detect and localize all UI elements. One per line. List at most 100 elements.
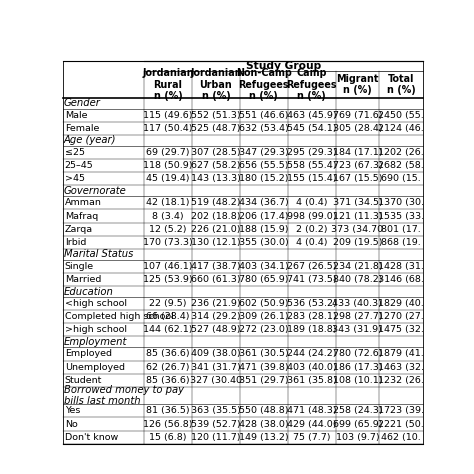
Text: 403 (34.1): 403 (34.1) — [239, 262, 289, 271]
Text: 62 (26.7): 62 (26.7) — [146, 363, 190, 372]
Text: 184 (17.1): 184 (17.1) — [333, 148, 382, 157]
Text: 433 (40.3): 433 (40.3) — [332, 299, 383, 308]
Text: 189 (18.8): 189 (18.8) — [287, 325, 337, 334]
Text: 226 (21.0): 226 (21.0) — [191, 225, 241, 234]
Text: Age (year): Age (year) — [64, 136, 117, 146]
Text: 471 (48.3): 471 (48.3) — [287, 406, 337, 415]
Text: 283 (28.1): 283 (28.1) — [287, 312, 337, 321]
Text: 998 (99.0): 998 (99.0) — [287, 211, 337, 220]
Text: Male: Male — [65, 111, 87, 120]
Text: Completed high school: Completed high school — [65, 312, 173, 321]
Text: 1723 (39.: 1723 (39. — [378, 406, 424, 415]
Text: 75 (7.7): 75 (7.7) — [293, 433, 330, 442]
Text: 1829 (40.: 1829 (40. — [378, 299, 424, 308]
Text: 108 (10.1): 108 (10.1) — [333, 376, 382, 385]
Text: 1202 (26.: 1202 (26. — [378, 148, 424, 157]
Text: Married: Married — [65, 275, 101, 284]
Text: 347 (29.3): 347 (29.3) — [239, 148, 289, 157]
Text: 699 (65.9): 699 (65.9) — [333, 419, 382, 428]
Text: 371 (34.5): 371 (34.5) — [332, 199, 382, 207]
Text: Zarqa: Zarqa — [65, 225, 93, 234]
Text: 723 (67.3): 723 (67.3) — [332, 161, 382, 170]
Text: 428 (38.0): 428 (38.0) — [239, 419, 289, 428]
Text: 660 (61.3): 660 (61.3) — [191, 275, 241, 284]
Text: 471 (39.8): 471 (39.8) — [239, 363, 289, 372]
Text: Total
n (%): Total n (%) — [387, 74, 415, 95]
Text: 143 (13.3): 143 (13.3) — [191, 174, 241, 183]
Text: 1428 (31.: 1428 (31. — [378, 262, 424, 271]
Text: 81 (36.5): 81 (36.5) — [146, 406, 190, 415]
Text: 363 (35.5): 363 (35.5) — [191, 406, 241, 415]
Text: 125 (53.9): 125 (53.9) — [143, 275, 193, 284]
Text: 314 (29.2): 314 (29.2) — [191, 312, 241, 321]
Text: 552 (51.3): 552 (51.3) — [191, 111, 241, 120]
Text: 167 (15.5): 167 (15.5) — [333, 174, 382, 183]
Text: 267 (26.5): 267 (26.5) — [287, 262, 337, 271]
Text: 527 (48.9): 527 (48.9) — [191, 325, 241, 334]
Text: 632 (53.4): 632 (53.4) — [239, 124, 289, 133]
Text: 12 (5.2): 12 (5.2) — [149, 225, 187, 234]
Text: 525 (48.7): 525 (48.7) — [191, 124, 241, 133]
Text: 309 (26.1): 309 (26.1) — [239, 312, 289, 321]
Text: <high school: <high school — [65, 299, 127, 308]
Text: 868 (19.: 868 (19. — [381, 238, 421, 247]
Text: 551 (46.6): 551 (46.6) — [239, 111, 289, 120]
Text: 417 (38.7): 417 (38.7) — [191, 262, 241, 271]
Text: 180 (15.2): 180 (15.2) — [239, 174, 289, 183]
Text: 840 (78.2): 840 (78.2) — [333, 275, 382, 284]
Text: 8 (3.4): 8 (3.4) — [152, 211, 184, 220]
Text: 272 (23.0): 272 (23.0) — [239, 325, 289, 334]
Text: 343 (31.9): 343 (31.9) — [332, 325, 383, 334]
Text: 361 (35.8): 361 (35.8) — [287, 376, 337, 385]
Text: 85 (36.6): 85 (36.6) — [146, 349, 190, 358]
Text: Jordanian
Urban
n (%): Jordanian Urban n (%) — [190, 68, 242, 101]
Text: 206 (17.4): 206 (17.4) — [239, 211, 289, 220]
Text: Employment: Employment — [64, 337, 128, 347]
Text: 627 (58.2): 627 (58.2) — [191, 161, 241, 170]
Text: 144 (62.1): 144 (62.1) — [143, 325, 193, 334]
Text: 121 (11.3): 121 (11.3) — [333, 211, 382, 220]
Text: 801 (17.: 801 (17. — [381, 225, 421, 234]
Text: Education: Education — [64, 287, 114, 297]
Text: 1370 (30.: 1370 (30. — [378, 199, 424, 207]
Text: 780 (72.6): 780 (72.6) — [333, 349, 382, 358]
Text: 305 (28.4): 305 (28.4) — [333, 124, 382, 133]
Text: 307 (28.5): 307 (28.5) — [191, 148, 241, 157]
Text: 403 (40.0): 403 (40.0) — [287, 363, 337, 372]
Text: 155 (15.4): 155 (15.4) — [287, 174, 337, 183]
Text: 409 (38.0): 409 (38.0) — [191, 349, 241, 358]
Text: Amman: Amman — [65, 199, 101, 207]
Text: 602 (50.9): 602 (50.9) — [239, 299, 289, 308]
Text: Borrowed money to pay
bills last month: Borrowed money to pay bills last month — [64, 385, 184, 406]
Text: 295 (29.3): 295 (29.3) — [287, 148, 337, 157]
Text: 462 (10.: 462 (10. — [381, 433, 421, 442]
Text: 118 (50.9): 118 (50.9) — [143, 161, 193, 170]
Text: 209 (19.5): 209 (19.5) — [333, 238, 382, 247]
Text: 341 (31.7): 341 (31.7) — [191, 363, 241, 372]
Text: Employed: Employed — [65, 349, 112, 358]
Text: >45: >45 — [65, 174, 85, 183]
Text: 22 (9.5): 22 (9.5) — [149, 299, 187, 308]
Text: 351 (29.7): 351 (29.7) — [239, 376, 289, 385]
Text: 298 (27.7): 298 (27.7) — [333, 312, 382, 321]
Text: 15 (6.8): 15 (6.8) — [149, 433, 187, 442]
Text: 202 (18.8): 202 (18.8) — [191, 211, 241, 220]
Text: Gender: Gender — [64, 98, 101, 108]
Text: Camp
Refugees
n (%): Camp Refugees n (%) — [286, 68, 337, 101]
Text: 244 (24.2): 244 (24.2) — [287, 349, 337, 358]
Text: 1232 (26.: 1232 (26. — [378, 376, 424, 385]
Text: 69 (29.7): 69 (29.7) — [146, 148, 190, 157]
Text: 769 (71.6): 769 (71.6) — [333, 111, 382, 120]
Text: Single: Single — [65, 262, 94, 271]
Text: 558 (55.4): 558 (55.4) — [287, 161, 337, 170]
Text: Yes: Yes — [65, 406, 80, 415]
Text: 2124 (46.: 2124 (46. — [378, 124, 424, 133]
Text: 355 (30.0): 355 (30.0) — [239, 238, 289, 247]
Text: 656 (55.5): 656 (55.5) — [239, 161, 289, 170]
Text: Migrant
n (%): Migrant n (%) — [336, 74, 379, 95]
Text: 4 (0.4): 4 (0.4) — [296, 238, 328, 247]
Text: 741 (73.5): 741 (73.5) — [287, 275, 337, 284]
Text: 120 (11.7): 120 (11.7) — [191, 433, 241, 442]
Text: Student: Student — [65, 376, 102, 385]
Text: Female: Female — [65, 124, 99, 133]
